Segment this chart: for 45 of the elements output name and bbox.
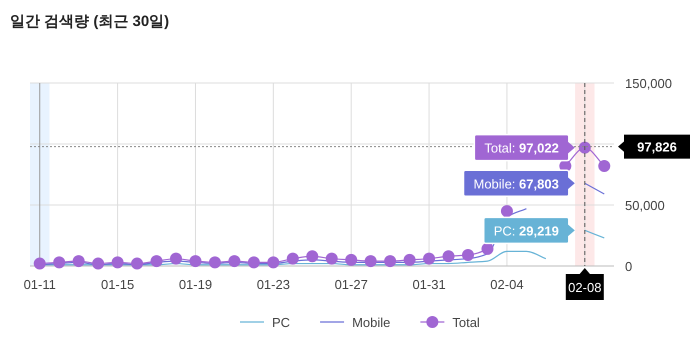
- point: [248, 256, 260, 268]
- point: [423, 252, 436, 265]
- point: [112, 256, 124, 268]
- annotation: PC: 29,219: [494, 223, 559, 238]
- point: [326, 252, 338, 265]
- annotation: Total: 97,022: [484, 140, 559, 156]
- point: [345, 254, 358, 266]
- point: [500, 205, 513, 218]
- point: [364, 255, 377, 268]
- x-tick-label: 01-31: [412, 277, 446, 292]
- point: [228, 255, 240, 268]
- y-tick-label: 150,000: [625, 76, 672, 91]
- x-tick-label: 02-04: [490, 277, 524, 292]
- x-tick-label: 01-11: [24, 277, 56, 292]
- x-tick-label: 01-23: [256, 277, 290, 292]
- ref-line-label: 97,826: [637, 140, 677, 155]
- point: [170, 252, 182, 265]
- point: [267, 256, 280, 268]
- y-tick-label: 50,000: [625, 198, 665, 213]
- point: [189, 255, 202, 268]
- chart-title: 일간 검색량 (최근 30일): [10, 13, 170, 30]
- x-tick-label: 01-15: [100, 277, 134, 292]
- legend-label: Mobile: [352, 315, 390, 330]
- point: [306, 250, 318, 262]
- point: [481, 242, 494, 255]
- point: [208, 256, 221, 268]
- point: [442, 250, 455, 262]
- point: [598, 160, 610, 172]
- y-tick-label: 0: [625, 259, 632, 274]
- legend-label: PC: [272, 315, 290, 330]
- point: [462, 249, 474, 262]
- x-tick-label: 01-19: [178, 277, 212, 292]
- point: [404, 254, 416, 266]
- point: [53, 256, 66, 268]
- point: [72, 255, 85, 268]
- x-tick-label: 02-08: [568, 280, 602, 295]
- point: [384, 255, 396, 268]
- point: [150, 255, 163, 268]
- x-tick-label: 01-27: [334, 277, 368, 292]
- point: [286, 252, 299, 265]
- annotation: Mobile: 67,803: [474, 176, 559, 192]
- point: [131, 258, 144, 270]
- point: [92, 258, 104, 270]
- legend-label: Total: [452, 315, 480, 330]
- point: [34, 258, 46, 270]
